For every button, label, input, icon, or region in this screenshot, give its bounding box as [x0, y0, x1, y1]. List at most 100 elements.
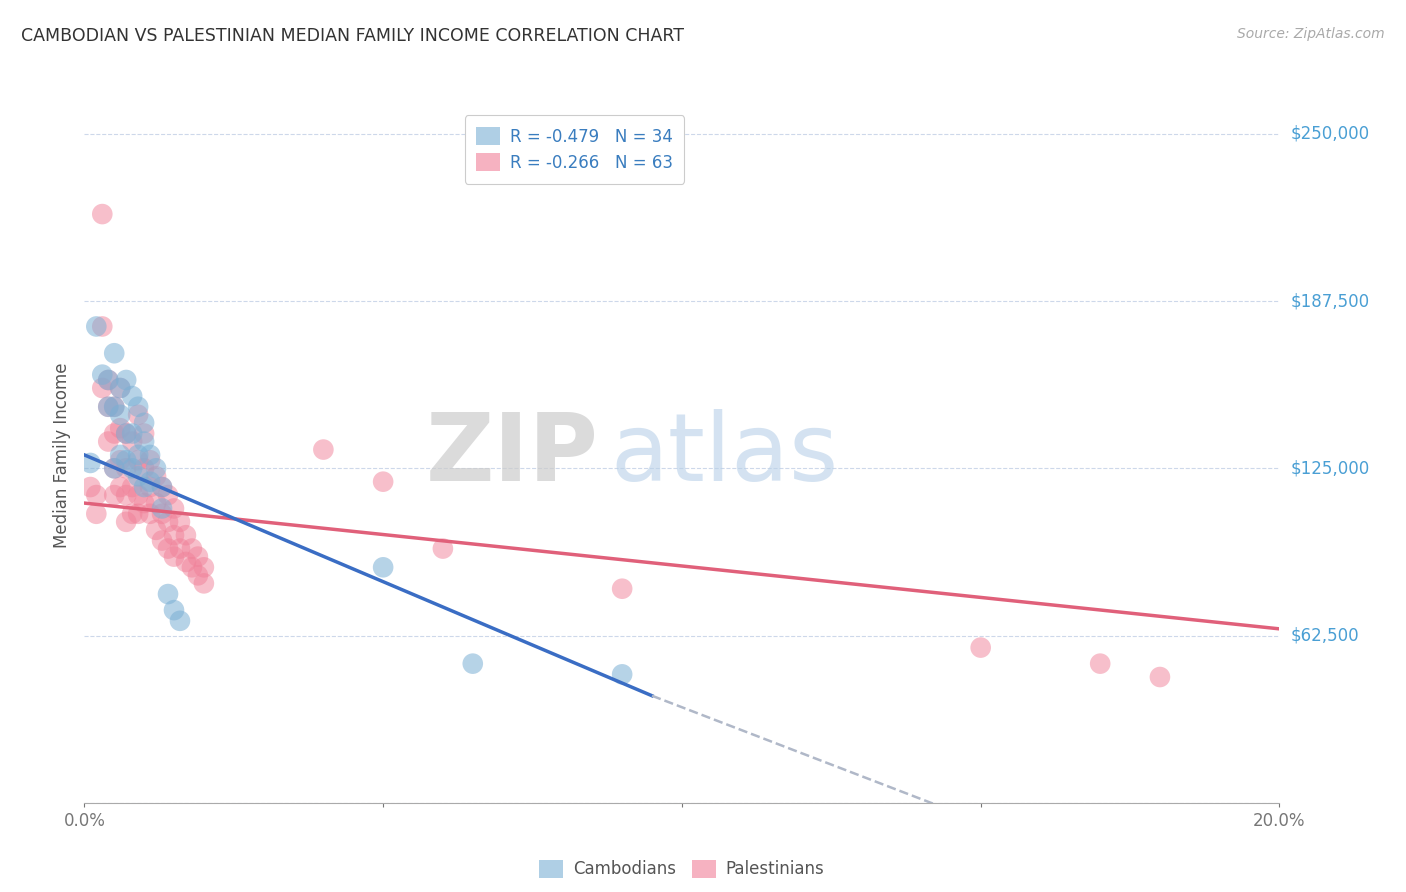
Text: CAMBODIAN VS PALESTINIAN MEDIAN FAMILY INCOME CORRELATION CHART: CAMBODIAN VS PALESTINIAN MEDIAN FAMILY I…: [21, 27, 685, 45]
Point: [91, 368, 114, 382]
Point: [187, 549, 209, 564]
Point: [145, 523, 167, 537]
Point: [110, 480, 132, 494]
Point: [180, 560, 202, 574]
Point: [121, 426, 143, 441]
Point: [103, 461, 125, 475]
Point: [312, 442, 335, 457]
Point: [127, 469, 149, 483]
Point: [163, 549, 186, 564]
Point: [91, 381, 114, 395]
Point: [121, 434, 143, 449]
Point: [127, 408, 149, 422]
Point: [139, 475, 162, 489]
Point: [115, 488, 138, 502]
Point: [121, 461, 143, 475]
Point: [97, 373, 120, 387]
Point: [97, 400, 120, 414]
Point: [115, 373, 138, 387]
Point: [193, 560, 215, 574]
Point: [103, 346, 125, 360]
Text: $125,000: $125,000: [1291, 459, 1369, 477]
Point: [157, 587, 180, 601]
Point: [115, 515, 138, 529]
Point: [121, 389, 143, 403]
Point: [132, 496, 156, 510]
Point: [139, 507, 162, 521]
Point: [121, 507, 143, 521]
Point: [127, 448, 149, 462]
Point: [610, 667, 633, 681]
Point: [91, 319, 114, 334]
Point: [145, 469, 167, 483]
Point: [169, 614, 191, 628]
Point: [432, 541, 454, 556]
Point: [150, 480, 173, 494]
Point: [163, 603, 186, 617]
Point: [157, 488, 180, 502]
Point: [91, 207, 114, 221]
Point: [132, 434, 156, 449]
Point: [110, 381, 132, 395]
Point: [180, 541, 202, 556]
Point: [145, 461, 167, 475]
Point: [145, 496, 167, 510]
Text: $62,500: $62,500: [1291, 626, 1360, 645]
Point: [127, 453, 149, 467]
Point: [103, 400, 125, 414]
Point: [139, 453, 162, 467]
Point: [371, 475, 394, 489]
Point: [157, 541, 180, 556]
Point: [110, 421, 132, 435]
Point: [79, 456, 101, 470]
Point: [163, 501, 186, 516]
Point: [139, 480, 162, 494]
Point: [127, 488, 149, 502]
Y-axis label: Median Family Income: Median Family Income: [53, 362, 72, 548]
Point: [174, 555, 197, 569]
Point: [132, 480, 156, 494]
Point: [174, 528, 197, 542]
Point: [103, 488, 125, 502]
Point: [1088, 657, 1111, 671]
Point: [115, 426, 138, 441]
Point: [97, 434, 120, 449]
Point: [132, 416, 156, 430]
Point: [127, 507, 149, 521]
Point: [110, 408, 132, 422]
Point: [121, 480, 143, 494]
Point: [150, 501, 173, 516]
Text: $250,000: $250,000: [1291, 125, 1369, 143]
Point: [169, 515, 191, 529]
Point: [150, 507, 173, 521]
Point: [115, 426, 138, 441]
Point: [86, 319, 108, 334]
Legend: Cambodians, Palestinians: Cambodians, Palestinians: [533, 853, 831, 885]
Point: [110, 453, 132, 467]
Point: [97, 373, 120, 387]
Text: Source: ZipAtlas.com: Source: ZipAtlas.com: [1237, 27, 1385, 41]
Point: [610, 582, 633, 596]
Point: [86, 488, 108, 502]
Point: [169, 541, 191, 556]
Point: [110, 448, 132, 462]
Point: [110, 381, 132, 395]
Point: [127, 400, 149, 414]
Point: [115, 453, 138, 467]
Point: [115, 461, 138, 475]
Point: [86, 507, 108, 521]
Point: [150, 480, 173, 494]
Point: [132, 461, 156, 475]
Point: [371, 560, 394, 574]
Point: [193, 576, 215, 591]
Point: [970, 640, 993, 655]
Point: [157, 515, 180, 529]
Point: [139, 448, 162, 462]
Text: ZIP: ZIP: [426, 409, 599, 501]
Point: [150, 533, 173, 548]
Point: [79, 480, 101, 494]
Point: [1149, 670, 1171, 684]
Point: [132, 426, 156, 441]
Point: [97, 400, 120, 414]
Point: [187, 568, 209, 582]
